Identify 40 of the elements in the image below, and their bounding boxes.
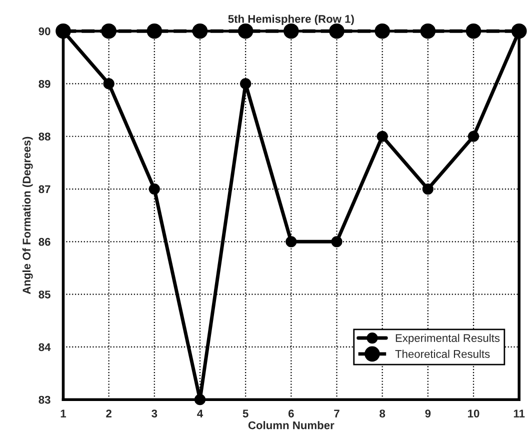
x-tick-label: 9 <box>425 410 431 418</box>
x-tick-label: 2 <box>106 410 112 418</box>
y-tick-label: 85 <box>38 290 50 298</box>
x-tick-label: 11 <box>514 410 525 418</box>
chart-title: 5th Hemisphere (Row 1) <box>228 14 354 26</box>
x-tick-label: 6 <box>288 410 294 418</box>
y-tick-label: 90 <box>38 27 50 36</box>
x-tick-label: 7 <box>334 410 340 418</box>
x-tick-label: 5 <box>242 410 248 418</box>
point <box>238 23 254 39</box>
point <box>331 236 342 248</box>
y-tick-label: 88 <box>38 132 50 141</box>
point <box>286 236 297 248</box>
point <box>148 183 160 195</box>
point <box>374 23 390 39</box>
point <box>466 23 482 39</box>
point <box>192 23 208 39</box>
point <box>146 23 162 39</box>
x-tick-label: 4 <box>197 410 204 418</box>
point <box>468 130 480 142</box>
legend-label: Theoretical Results <box>395 350 490 358</box>
x-tick-label: 8 <box>380 410 386 418</box>
point <box>376 130 388 142</box>
y-axis-title: Angle Of Formation (Degrees) <box>22 136 33 294</box>
point <box>420 23 436 39</box>
x-tick-label: 3 <box>152 410 158 418</box>
y-tick-label: 89 <box>38 80 50 88</box>
y-tick-label: 84 <box>38 343 51 352</box>
point <box>103 78 114 90</box>
x-tick-label: 1 <box>60 410 66 418</box>
point <box>101 23 116 39</box>
y-tick-label: 87 <box>38 185 50 194</box>
x-axis-title: Column Number <box>248 421 334 430</box>
legend-label: Experimental Results <box>396 334 500 344</box>
point <box>194 394 206 406</box>
point <box>240 78 252 90</box>
y-tick-label: 86 <box>38 238 50 246</box>
point <box>422 183 434 195</box>
y-tick-label: 83 <box>38 396 50 404</box>
x-tick-label: 10 <box>468 410 480 418</box>
